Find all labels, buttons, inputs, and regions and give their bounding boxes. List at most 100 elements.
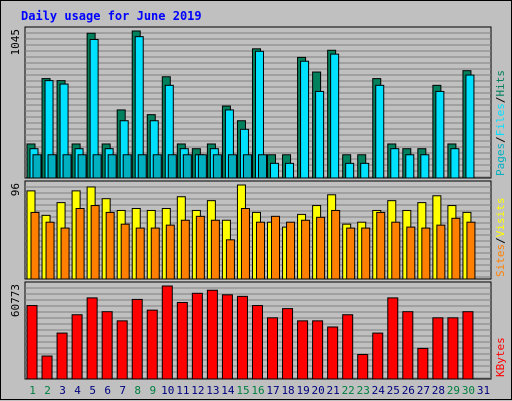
bar-pages-day-14: [227, 154, 237, 179]
legend-files: Files: [494, 103, 507, 136]
day-label: 13: [206, 384, 219, 397]
bar-kbytes-day-3: [56, 332, 68, 380]
day-label: 30: [462, 384, 475, 397]
bar-files-day-22: [345, 162, 355, 179]
bar-sites-day-28: [436, 224, 446, 280]
day-label: 2: [44, 384, 51, 397]
bar-sites-day-25: [391, 221, 401, 280]
legend-pages: Pages: [494, 143, 507, 176]
bar-pages-day-8: [137, 154, 147, 179]
bar-sites-day-4: [75, 208, 85, 280]
bar-kbytes-day-24: [372, 332, 384, 380]
bar-sites-day-11: [180, 219, 190, 280]
panel-hits-legend: Pages/Files/Hits: [494, 70, 507, 176]
bar-kbytes-day-26: [402, 311, 414, 380]
bar-sites-day-3: [60, 227, 70, 280]
bar-sites-day-16: [255, 221, 265, 280]
bar-files-day-30: [465, 74, 475, 179]
bar-kbytes-day-11: [176, 301, 188, 380]
bar-kbytes-day-16: [251, 305, 263, 380]
bar-pages-day-16: [257, 154, 267, 179]
day-label: 19: [296, 384, 309, 397]
panel-visits-legend: Sites/Visits: [494, 198, 507, 278]
bar-sites-day-26: [406, 226, 416, 280]
chart-title: Daily usage for June 2019: [21, 9, 202, 23]
bar-kbytes-day-7: [116, 320, 128, 380]
day-label: 15: [236, 384, 249, 397]
bar-sites-day-8: [135, 227, 145, 280]
day-label: 3: [59, 384, 66, 397]
bar-sites-day-13: [210, 219, 220, 280]
bar-files-day-18: [285, 162, 295, 179]
legend-kbytes: KBytes: [494, 337, 507, 377]
bar-sites-day-6: [105, 211, 115, 280]
panel-hits-max-label: 1045: [9, 29, 22, 56]
legend-visits: Visits: [494, 198, 507, 238]
bar-kbytes-day-1: [26, 305, 38, 380]
day-label: 10: [161, 384, 174, 397]
bar-kbytes-day-20: [312, 320, 324, 380]
bar-files-day-17: [270, 162, 280, 179]
bar-kbytes-day-30: [462, 311, 474, 380]
bar-sites-day-1: [30, 211, 40, 280]
bar-kbytes-day-10: [161, 285, 173, 380]
day-label: 4: [74, 384, 81, 397]
day-label: 5: [89, 384, 96, 397]
bar-sites-day-21: [331, 209, 341, 280]
bar-files-day-24: [375, 84, 385, 179]
panel-visits: 96 Sites/Visits: [9, 180, 507, 280]
bar-kbytes-day-2: [41, 355, 53, 380]
bar-pages-day-5: [92, 154, 102, 179]
day-label: 14: [221, 384, 235, 397]
legend-separator: /: [494, 136, 507, 143]
day-label: 7: [119, 384, 126, 397]
day-label: 27: [417, 384, 430, 397]
day-label: 18: [281, 384, 294, 397]
day-label: 26: [402, 384, 415, 397]
legend-text: Pages/Files/Hits: [494, 70, 507, 176]
bar-kbytes-day-6: [101, 311, 113, 380]
day-label: 8: [134, 384, 141, 397]
bar-sites-day-10: [165, 224, 175, 280]
bar-kbytes-day-23: [357, 354, 369, 380]
bar-files-day-26: [405, 154, 415, 179]
legend-separator: /: [494, 97, 507, 104]
bar-kbytes-day-29: [447, 317, 459, 380]
bar-pages-day-3: [62, 154, 72, 179]
day-label: 9: [149, 384, 156, 397]
day-label: 12: [191, 384, 204, 397]
day-axis: 1 2 3 4 5 6 7 8 9 10 11 12 13 14 15 16 17 18 19 20 21 22 23 24 2…: [29, 384, 490, 397]
panel-kbytes-max-label: 60773: [9, 284, 22, 317]
bar-sites-day-20: [316, 216, 326, 280]
legend-text: Sites/Visits: [494, 198, 507, 278]
bar-pages-day-1: [32, 154, 42, 179]
bar-kbytes-day-21: [327, 326, 339, 380]
bar-kbytes-day-27: [417, 347, 429, 380]
bar-pages-day-12: [197, 154, 207, 179]
bar-files-day-27: [420, 154, 430, 179]
legend-hits: Hits: [494, 70, 507, 97]
day-label: 1: [29, 384, 36, 397]
day-label: 24: [372, 384, 386, 397]
bar-files-day-21: [330, 53, 340, 179]
panel-kbytes-legend: KBytes: [494, 337, 507, 377]
bar-sites-day-17: [271, 215, 281, 280]
bar-files-day-29: [450, 148, 460, 179]
bar-sites-day-27: [421, 227, 431, 280]
bar-kbytes-day-9: [146, 309, 158, 380]
day-label: 16: [251, 384, 264, 397]
bar-sites-day-18: [286, 221, 296, 280]
bar-pages-day-15: [242, 154, 252, 179]
bar-sites-day-30: [466, 221, 476, 280]
bar-sites-day-7: [120, 223, 130, 280]
bar-files-day-28: [435, 90, 445, 179]
bar-pages-day-13: [212, 154, 222, 179]
day-label: 28: [432, 384, 445, 397]
bar-pages-day-2: [47, 154, 57, 179]
bar-kbytes-day-14: [221, 294, 233, 380]
bar-sites-day-23: [361, 227, 371, 280]
bar-kbytes-day-22: [342, 314, 354, 380]
day-label: 29: [447, 384, 460, 397]
bar-sites-day-14: [225, 239, 235, 280]
